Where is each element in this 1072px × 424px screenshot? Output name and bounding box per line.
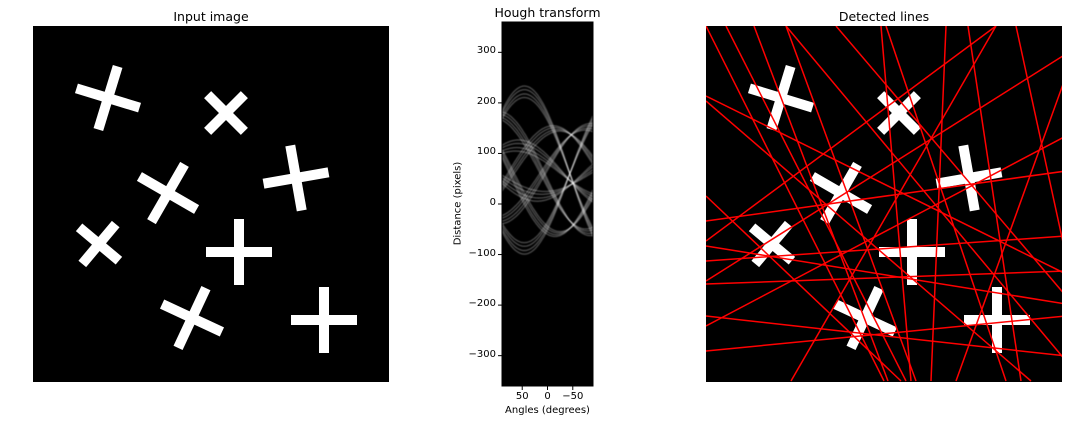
detected-line-9 [706, 245, 1062, 305]
input-cross-shape-2 [136, 161, 200, 225]
input-cross-shape-3 [262, 144, 330, 212]
hough-sinusoid-3-3 [502, 125, 593, 184]
detected-line-21 [967, 26, 1022, 382]
detected-line-16 [706, 26, 997, 242]
input-x-shape-4 [75, 220, 123, 268]
hough-sinusoid-7-3 [502, 85, 593, 237]
input-cross-shape-0 [74, 64, 142, 132]
hough-xlabel: Angles (degrees) [505, 405, 590, 416]
detected-line-14 [706, 315, 1062, 352]
hough-sinusoid-5-3 [502, 139, 593, 203]
hough-xtick-label-0: 50 [515, 391, 529, 402]
detected-line-11 [706, 55, 1062, 282]
input-shape-6-arm-1 [173, 285, 211, 351]
input-shape-2-arm-1 [147, 161, 189, 225]
detected-line-8 [706, 170, 1062, 222]
detected-shape-5-arm-1 [907, 219, 917, 285]
hough-ytick-label-0: −300 [468, 348, 496, 360]
input-shape-0-arm-1 [93, 64, 123, 132]
hough-sinusoid-4-3 [502, 149, 593, 233]
hough-sinusoid-2-0 [502, 163, 593, 202]
detected-lines-overlay [706, 26, 1062, 382]
detected-line-15 [706, 270, 1062, 285]
input-image-shapes [74, 64, 357, 353]
detected-line-18 [880, 26, 912, 382]
hough-sinusoid-6-3 [502, 111, 593, 237]
hough-ytick-label-4: 100 [476, 146, 496, 158]
input-shape-3-arm-1 [285, 144, 307, 212]
detected-line-2 [753, 26, 889, 382]
detected-cross-shape-7 [964, 287, 1030, 353]
detected-line-7 [706, 195, 902, 382]
input-shape-5-arm-1 [234, 219, 244, 285]
hough-xtick-label-2: −50 [562, 391, 584, 402]
hough-background [502, 22, 593, 386]
hough-tick-marks [498, 51, 574, 390]
input-shape-4-arm-1 [78, 220, 120, 268]
input-cross-shape-5 [206, 219, 272, 285]
detected-shape-3-arm-1 [958, 144, 980, 212]
input-cross-shape-7 [291, 287, 357, 353]
detected-line-5 [835, 26, 1062, 293]
hough-xtick-label-1: 0 [544, 391, 551, 402]
detected-line-4 [785, 26, 1062, 358]
detected-line-23 [1015, 26, 1062, 242]
detected-line-3 [785, 26, 917, 382]
detected-line-13 [706, 137, 1062, 327]
hough-sinusoid-6-0 [502, 119, 593, 230]
detected-line-12 [706, 315, 1062, 357]
hough-sinusoid-6-2 [502, 113, 593, 235]
hough-sinusoid-6-1 [502, 116, 593, 232]
hough-sinusoid-5-0 [502, 150, 593, 195]
detected-line-24 [885, 26, 1007, 382]
detected-cross-shape-5 [879, 219, 945, 285]
hough-ytick-label-5: 200 [476, 95, 496, 107]
hough-sinusoids [502, 85, 593, 255]
hough-ytick-label-1: −200 [468, 298, 496, 310]
hough-title: Hough transform [494, 5, 601, 20]
hough-sinusoid-5-1 [502, 146, 593, 198]
hough-sinusoid-1-2 [502, 127, 593, 219]
hough-sinusoid-3-1 [502, 129, 593, 189]
detected-cross-shape-3 [935, 144, 1003, 212]
input-shape-1-arm-1 [204, 91, 248, 135]
input-image-title: Input image [173, 9, 249, 24]
input-x-shape-1 [204, 91, 248, 135]
detected-line-22 [706, 100, 1032, 382]
hough-ytick-label-3: 0 [489, 197, 496, 208]
detected-line-19 [930, 26, 947, 382]
hough-ytick-label-6: 300 [476, 45, 496, 57]
hough-sinusoid-0-3 [502, 123, 593, 244]
detected-line-20 [955, 84, 1062, 382]
detected-shape-1-arm-1 [877, 91, 921, 135]
detected-line-1 [725, 26, 907, 382]
hough-ytick-label-2: −100 [468, 247, 496, 259]
hough-ylabel: Distance (pixels) [452, 161, 464, 246]
detected-line-17 [790, 26, 997, 382]
detected-shape-7-arm-1 [992, 287, 1002, 353]
hough-sinusoid-1-0 [502, 122, 593, 225]
input-shape-7-arm-1 [319, 287, 329, 353]
hough-sinusoid-1-3 [502, 129, 593, 217]
detected-line-0 [706, 26, 885, 382]
input-cross-shape-6 [159, 285, 225, 351]
detected-lines-title: Detected lines [838, 9, 930, 24]
hough-sinusoid-1-1 [502, 125, 593, 222]
